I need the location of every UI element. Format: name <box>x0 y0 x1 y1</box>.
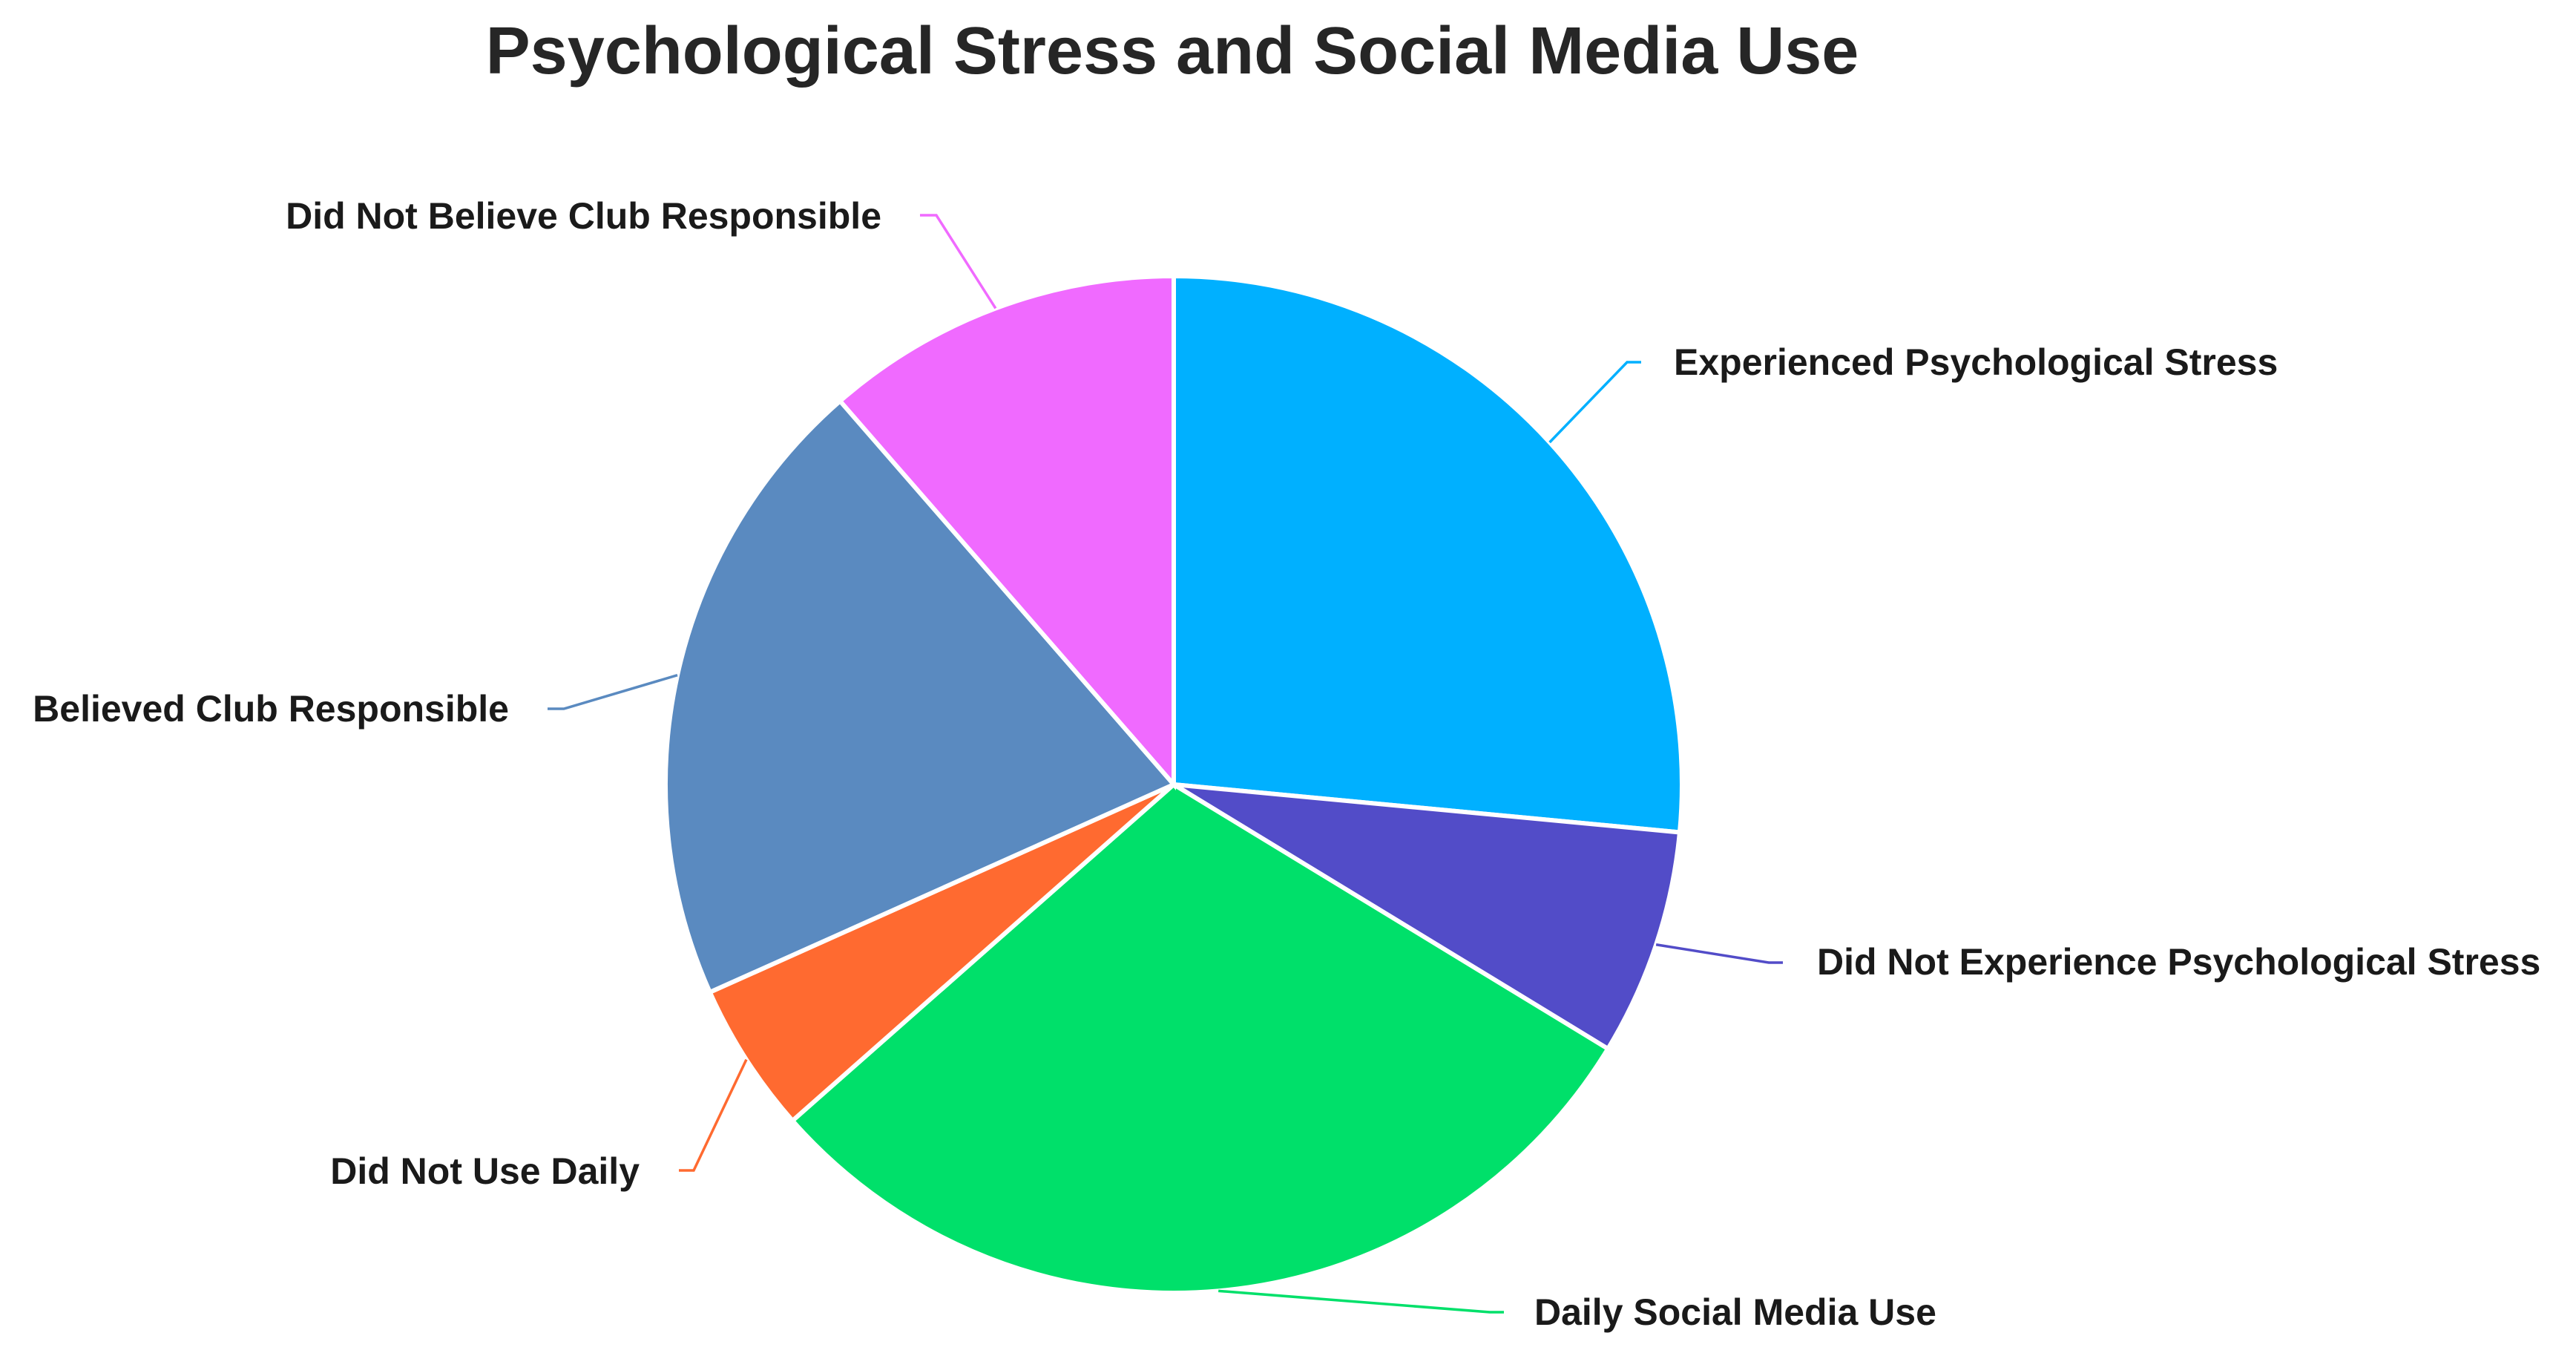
pie-slice-daily-social-media-use <box>789 782 1611 1295</box>
leader-line-did-not-experience-psychological-stress <box>1655 943 1783 964</box>
slice-label-believed-club-responsible: Believed Club Responsible <box>33 688 509 730</box>
leader-line-experienced-psychological-stress <box>1548 361 1641 444</box>
leader-line-did-not-believe-club-responsible <box>920 214 997 309</box>
slice-label-daily-social-media-use: Daily Social Media Use <box>1534 1291 1936 1333</box>
pie-slice-did-not-use-daily <box>706 782 1175 1124</box>
slice-labels: Experienced Psychological Stress Did Not … <box>33 195 2540 1333</box>
leader-line-daily-social-media-use <box>1218 1289 1504 1314</box>
pie-slice-did-not-experience-psychological-stress <box>1172 782 1683 1052</box>
pie-slices <box>663 273 1684 1295</box>
slice-label-did-not-experience-psychological-stress: Did Not Experience Psychological Stress <box>1817 941 2540 983</box>
leader-lines <box>548 214 1783 1314</box>
slice-label-did-not-use-daily: Did Not Use Daily <box>330 1150 640 1192</box>
pie-slice-experienced-psychological-stress <box>1172 273 1684 835</box>
pie-slice-believed-club-responsible <box>663 398 1177 995</box>
leader-line-did-not-use-daily <box>679 1058 748 1172</box>
chart-title: Psychological Stress and Social Media Us… <box>485 14 1859 88</box>
slice-label-experienced-psychological-stress: Experienced Psychological Stress <box>1674 341 2278 383</box>
pie-slice-did-not-believe-club-responsible <box>837 273 1176 791</box>
leader-line-believed-club-responsible <box>548 673 678 710</box>
slice-label-did-not-believe-club-responsible: Did Not Believe Club Responsible <box>286 195 881 237</box>
